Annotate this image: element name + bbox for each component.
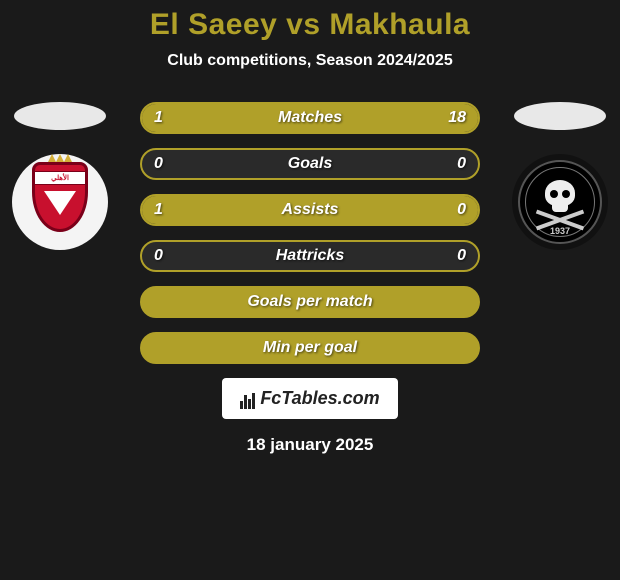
right-club-year: 1937 [520,226,600,236]
stat-label: Goals per match [142,288,478,316]
date-label: 18 january 2025 [0,435,620,455]
stat-row: 118Matches [140,102,480,134]
stat-label: Matches [142,104,478,132]
stat-rows: 118Matches 00Goals 10Assists 00Hattricks Goa… [140,102,480,364]
left-player-column: الأهلي [0,102,120,250]
site-logo: FcTables.com [222,378,397,419]
al-ahly-crest-icon: الأهلي [20,162,100,242]
subtitle: Club competitions, Season 2024/2025 [0,52,620,70]
stat-label: Goals [142,150,478,178]
stat-row: 00Goals [140,148,480,180]
stat-row: 10Assists [140,194,480,226]
stat-label: Hattricks [142,242,478,270]
right-player-avatar [514,102,606,130]
right-player-column: 1937 [500,102,620,250]
stat-row: Goals per match [140,286,480,318]
left-club-badge-text: الأهلي [35,171,85,185]
page-title: El Saeey vs Makhaula [0,8,620,42]
orlando-pirates-crest-icon: 1937 [518,160,602,244]
left-player-avatar [14,102,106,130]
comparison-panel: الأهلي 1937 118Matches 00Goals 10Assists 00… [0,102,620,364]
left-club-badge: الأهلي [12,154,108,250]
stat-row: 00Hattricks [140,240,480,272]
bars-icon [240,388,256,409]
footer: FcTables.com 18 january 2025 [0,378,620,455]
header: El Saeey vs Makhaula Club competitions, … [0,0,620,70]
stat-label: Assists [142,196,478,224]
right-club-badge: 1937 [512,154,608,250]
site-logo-text: FcTables.com [260,388,379,408]
stat-row: Min per goal [140,332,480,364]
stat-label: Min per goal [142,334,478,362]
